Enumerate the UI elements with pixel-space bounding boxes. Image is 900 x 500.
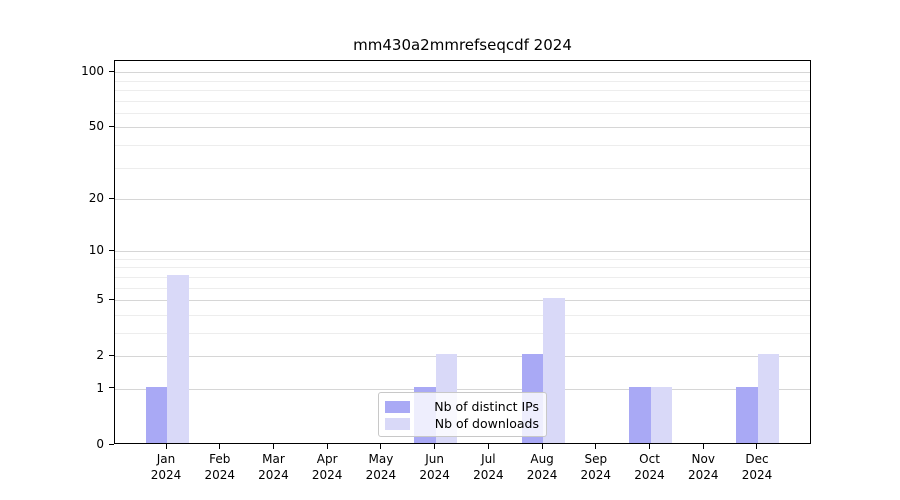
gridline-major: [115, 251, 810, 253]
x-tick: [702, 444, 704, 449]
gridline-minor: [115, 167, 810, 169]
x-tick-label: Sep 2024: [580, 452, 612, 482]
y-tick: [109, 354, 114, 356]
gridline-minor: [115, 144, 810, 146]
y-tick: [109, 298, 114, 300]
x-tick: [219, 444, 221, 449]
bar-nb-of-distinct-ips-jan: [145, 387, 167, 443]
gridline-major: [115, 72, 810, 74]
y-tick: [109, 70, 114, 72]
y-tick: [109, 125, 114, 127]
x-tick: [595, 444, 597, 449]
x-tick: [326, 444, 328, 449]
gridline-minor: [115, 100, 810, 102]
x-tick: [272, 444, 274, 449]
bar-nb-of-downloads-oct: [650, 387, 673, 443]
gridline-minor: [115, 80, 810, 82]
gridline-minor: [115, 258, 810, 260]
gridline-minor: [115, 332, 810, 334]
downloads-swatch: [385, 417, 410, 430]
gridline-major: [115, 300, 810, 302]
x-tick-label: Mar 2024: [258, 452, 289, 482]
x-tick: [756, 444, 758, 449]
x-tick-label: Jun 2024: [419, 452, 450, 482]
x-tick-label: Oct 2024: [634, 452, 665, 482]
legend-item-downloads: Nb of downloads: [385, 415, 539, 432]
bar-nb-of-downloads-jan: [167, 274, 189, 443]
gridline-major: [115, 356, 810, 358]
x-tick-label: Aug 2024: [526, 452, 558, 482]
y-tick: [109, 197, 114, 199]
x-tick: [165, 444, 167, 449]
gridline-minor: [115, 89, 810, 91]
plot-area: [114, 60, 811, 444]
x-tick-label: Nov 2024: [687, 452, 719, 482]
bar-nb-of-downloads-aug: [543, 298, 565, 443]
x-tick: [487, 444, 489, 449]
y-tick-label: 2: [96, 348, 104, 363]
x-tick-label: May 2024: [365, 452, 397, 482]
y-tick: [109, 443, 114, 445]
gridline-minor: [115, 267, 810, 269]
y-tick-label: 1: [96, 380, 104, 395]
distinct-ips-swatch: [385, 400, 410, 413]
x-tick-label: Jan 2024: [150, 452, 182, 482]
gridline-minor: [115, 112, 810, 114]
bar-nb-of-downloads-dec: [757, 354, 780, 443]
bar-nb-of-distinct-ips-dec: [736, 387, 758, 443]
legend-item-distinct-ips: Nb of distinct IPs: [385, 398, 539, 415]
x-tick: [541, 444, 543, 449]
legend: Nb of distinct IPs Nb of downloads: [378, 392, 547, 437]
x-tick-label: Apr 2024: [311, 452, 343, 482]
y-tick: [109, 387, 114, 389]
x-tick-label: Feb 2024: [204, 452, 235, 482]
y-tick-label: 20: [88, 191, 104, 205]
gridline-minor: [115, 276, 810, 278]
gridline-major: [115, 199, 810, 200]
x-tick: [649, 444, 651, 449]
x-tick: [380, 444, 382, 449]
y-tick: [109, 249, 114, 251]
x-tick-label: Dec 2024: [741, 452, 773, 482]
y-tick-label: 5: [96, 292, 104, 307]
gridline-major: [115, 127, 810, 129]
bar-nb-of-distinct-ips-oct: [629, 387, 651, 443]
x-tick-label: Jul 2024: [473, 452, 504, 482]
y-tick-label: 100: [81, 64, 104, 79]
y-tick-label: 50: [88, 119, 104, 134]
chart-title: mm430a2mmrefseqcdf 2024: [353, 36, 572, 54]
gridline-major: [115, 388, 810, 390]
gridline-minor: [115, 314, 810, 316]
y-tick-label: 10: [88, 243, 104, 258]
legend-label: Nb of distinct IPs: [434, 399, 539, 414]
legend-label: Nb of downloads: [434, 416, 539, 431]
gridline-minor: [115, 287, 810, 289]
y-tick-label: 0: [96, 437, 104, 451]
x-tick: [434, 444, 436, 449]
